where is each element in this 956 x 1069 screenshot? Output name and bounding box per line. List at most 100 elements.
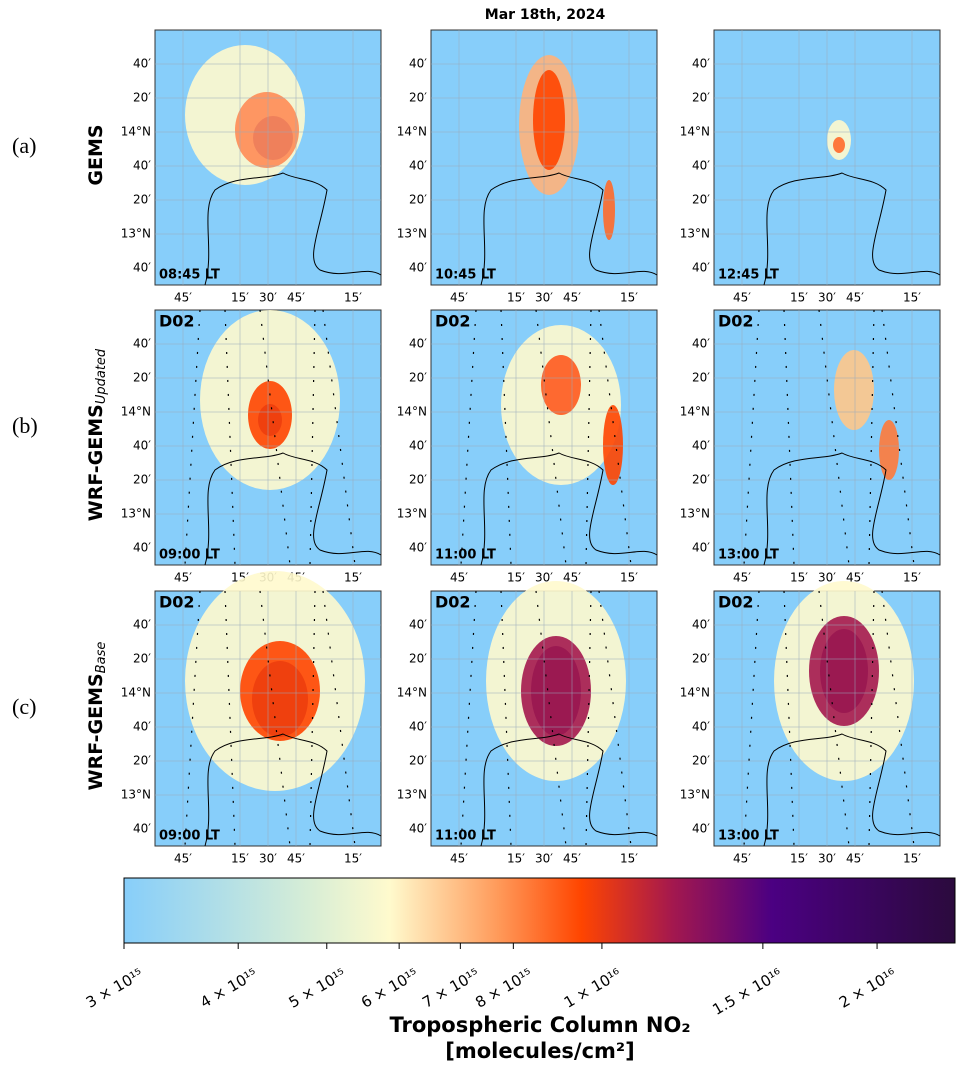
lon-tick-label: 45′ [174, 852, 192, 866]
lon-tick-label: 15′ [231, 852, 249, 866]
wind-streak [259, 309, 291, 566]
lat-tick-label: 40′ [133, 261, 151, 275]
wind-streak [224, 590, 236, 847]
lat-tick-label: 20′ [409, 371, 427, 385]
colorbar [123, 877, 956, 944]
wind-streak [259, 590, 291, 847]
lon-tick-label: 15′ [903, 571, 921, 585]
lat-tick-label: 13°N [121, 507, 151, 521]
lat-tick-label: 20′ [692, 193, 710, 207]
lon-tick-label: 45′ [287, 291, 305, 305]
lat-tick-label: 40′ [692, 57, 710, 71]
plume [235, 92, 299, 168]
colorbar-tick-label: 4 × 10¹⁵ [197, 965, 260, 1012]
wind-streak [184, 309, 201, 566]
map-panel [154, 571, 382, 847]
coastline [480, 172, 658, 286]
lat-tick-label: 40′ [692, 618, 710, 632]
lat-tick-label: 40′ [133, 822, 151, 836]
wind-streak [598, 309, 632, 566]
colorbar-tick-label: 2 × 10¹⁶ [836, 965, 899, 1012]
domain-label: D02 [435, 312, 471, 331]
wind-streak [309, 309, 316, 566]
plume [521, 636, 591, 746]
lat-tick-label: 13°N [397, 507, 427, 521]
lat-tick-label: 40′ [409, 261, 427, 275]
colorbar-tick-label: 8 × 10¹⁵ [472, 965, 535, 1012]
lat-tick-label: 20′ [409, 91, 427, 105]
lat-tick-label: 14°N [680, 686, 710, 700]
wind-streak [743, 590, 760, 847]
lat-tick-label: 20′ [133, 371, 151, 385]
lat-tick-label: 20′ [692, 91, 710, 105]
lat-tick-label: 13°N [397, 227, 427, 241]
map-panel [713, 29, 941, 286]
lon-tick-label: 45′ [563, 291, 581, 305]
lon-tick-label: 15′ [790, 571, 808, 585]
lat-tick-label: 20′ [409, 193, 427, 207]
wind-streak [500, 309, 512, 566]
lat-tick-label: 40′ [409, 159, 427, 173]
lat-tick-label: 40′ [692, 337, 710, 351]
wind-streak [783, 590, 795, 847]
lat-tick-label: 13°N [680, 788, 710, 802]
lat-tick-label: 20′ [133, 754, 151, 768]
time-label: 11:00 LT [435, 548, 496, 563]
lat-tick-label: 40′ [133, 439, 151, 453]
colorbar-tick-label: 3 × 10¹⁵ [83, 965, 146, 1012]
plume [248, 381, 292, 449]
lon-tick-label: 15′ [344, 291, 362, 305]
row-title-subscript: Base [94, 642, 109, 674]
lat-tick-label: 13°N [680, 507, 710, 521]
lat-tick-label: 13°N [121, 227, 151, 241]
plume [533, 70, 565, 170]
colorbar-tick-label: 5 × 10¹⁵ [286, 965, 349, 1012]
row-title: WRF-GEMSBase [85, 642, 109, 791]
lat-tick-label: 20′ [409, 754, 427, 768]
lon-tick-label: 15′ [231, 291, 249, 305]
lon-tick-label: 15′ [344, 852, 362, 866]
lon-tick-label: 15′ [620, 852, 638, 866]
lon-tick-label: 30′ [259, 291, 277, 305]
lat-tick-label: 20′ [133, 91, 151, 105]
wind-streak [868, 309, 875, 566]
lat-tick-label: 40′ [409, 57, 427, 71]
wind-streak [881, 590, 915, 847]
lon-tick-label: 45′ [733, 571, 751, 585]
lat-tick-label: 13°N [680, 227, 710, 241]
lat-tick-label: 14°N [397, 125, 427, 139]
lon-tick-label: 15′ [507, 571, 525, 585]
lat-tick-label: 20′ [692, 473, 710, 487]
lat-tick-label: 40′ [133, 159, 151, 173]
lon-tick-label: 15′ [344, 571, 362, 585]
lat-tick-label: 40′ [692, 159, 710, 173]
wind-streak [881, 309, 915, 566]
lon-tick-label: 45′ [563, 571, 581, 585]
map-panel [430, 581, 658, 847]
lat-tick-label: 40′ [133, 720, 151, 734]
domain-label: D02 [159, 593, 195, 612]
lon-tick-label: 30′ [535, 852, 553, 866]
coastline [204, 172, 382, 286]
lat-tick-label: 40′ [692, 439, 710, 453]
lon-tick-label: 45′ [563, 852, 581, 866]
plume [833, 137, 845, 153]
lon-tick-label: 45′ [846, 571, 864, 585]
row-title-main: GEMS [85, 124, 107, 185]
figure-title: Mar 18th, 2024 [485, 7, 606, 23]
wind-streak [309, 590, 316, 847]
lat-tick-label: 20′ [133, 652, 151, 666]
row-title-main: WRF-GEMS [85, 404, 107, 521]
lon-tick-label: 30′ [818, 852, 836, 866]
lon-tick-label: 45′ [450, 852, 468, 866]
map-panel [430, 309, 658, 566]
lat-tick-label: 40′ [409, 822, 427, 836]
lon-tick-label: 45′ [450, 291, 468, 305]
lon-tick-label: 30′ [818, 571, 836, 585]
lon-tick-label: 45′ [450, 571, 468, 585]
lat-tick-label: 14°N [680, 405, 710, 419]
lon-tick-label: 30′ [818, 291, 836, 305]
plume [879, 420, 899, 480]
wind-streak [184, 590, 201, 847]
